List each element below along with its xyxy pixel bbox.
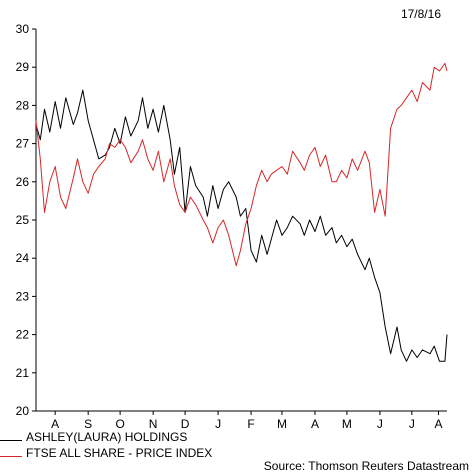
date-label: 17/8/16 bbox=[400, 7, 441, 21]
legend-item-ftse: FTSE ALL SHARE - PRICE INDEX bbox=[0, 445, 212, 461]
y-tick-label: 24 bbox=[16, 251, 30, 265]
legend-swatch-ashley bbox=[0, 439, 22, 441]
legend-label-ftse: FTSE ALL SHARE - PRICE INDEX bbox=[26, 446, 213, 460]
x-tick-label: J bbox=[215, 417, 221, 431]
x-tick-label: S bbox=[84, 417, 92, 431]
x-tick-label: A bbox=[434, 417, 442, 431]
y-axis: 20 21 22 23 24 25 26 27 28 29 30 bbox=[16, 22, 37, 418]
series-lines bbox=[35, 62, 448, 362]
y-tick-label: 22 bbox=[16, 328, 30, 342]
legend-swatch-ftse bbox=[0, 455, 22, 457]
y-tick-label: 25 bbox=[16, 213, 30, 227]
y-tick-label: 20 bbox=[16, 404, 30, 418]
source-label: Source: Thomson Reuters Datastream bbox=[263, 459, 469, 473]
x-tick-label: J bbox=[377, 417, 383, 431]
series-line-ashley bbox=[35, 89, 448, 362]
y-tick-label: 28 bbox=[16, 98, 30, 112]
y-tick-label: 27 bbox=[16, 137, 30, 151]
legend-item-ashley: ASHLEY(LAURA) HOLDINGS bbox=[0, 429, 212, 445]
x-tick-label: A bbox=[51, 417, 59, 431]
x-tick-label: N bbox=[149, 417, 158, 431]
x-tick-label: F bbox=[247, 417, 254, 431]
y-tick-label: 26 bbox=[16, 175, 30, 189]
x-tick-label: D bbox=[181, 417, 190, 431]
y-tick-label: 23 bbox=[16, 289, 30, 303]
x-tick-label: A bbox=[311, 417, 319, 431]
y-tick-label: 29 bbox=[16, 60, 30, 74]
x-tick-label: J bbox=[409, 417, 415, 431]
x-tick-label: M bbox=[277, 417, 287, 431]
x-tick-label: O bbox=[115, 417, 124, 431]
series-line-ftse bbox=[35, 62, 448, 267]
y-tick-label: 30 bbox=[16, 22, 30, 36]
legend: ASHLEY(LAURA) HOLDINGS FTSE ALL SHARE - … bbox=[0, 429, 212, 461]
y-tick-label: 21 bbox=[16, 366, 30, 380]
legend-label-ashley: ASHLEY(LAURA) HOLDINGS bbox=[26, 430, 188, 444]
x-tick-label: M bbox=[342, 417, 352, 431]
